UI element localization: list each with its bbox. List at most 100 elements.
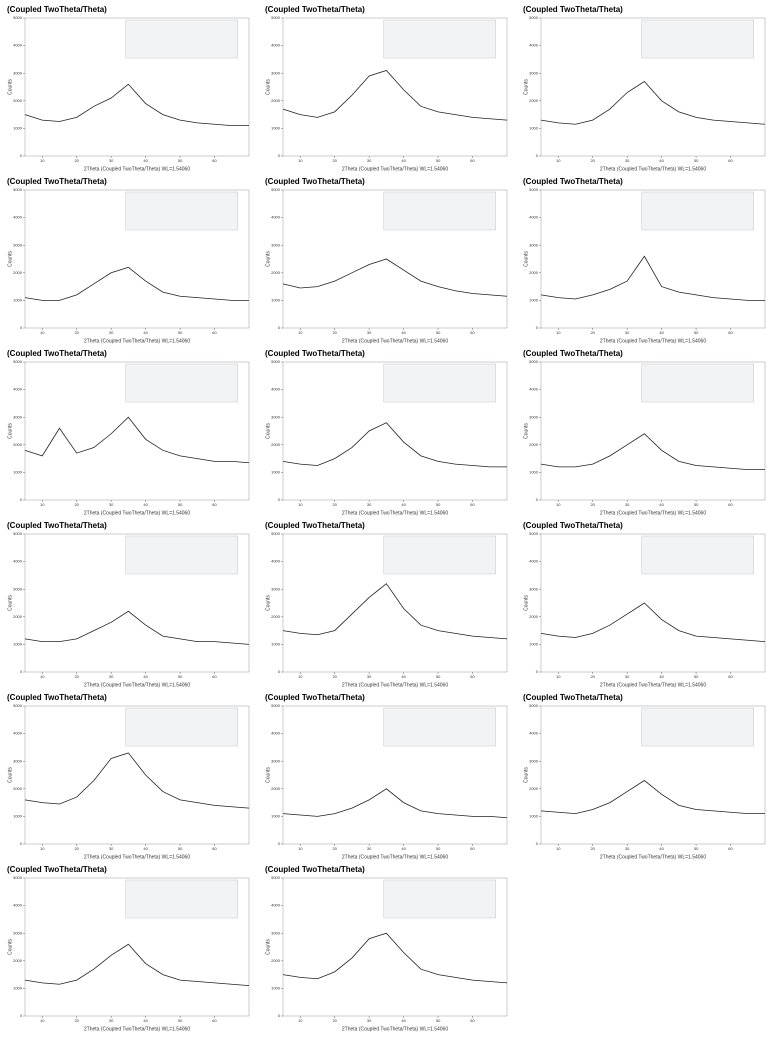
y-tick-label: 4000 <box>271 215 281 220</box>
y-tick-label: 5000 <box>13 187 23 192</box>
y-axis-label: Counts <box>7 767 13 783</box>
y-axis-label: Counts <box>7 595 13 611</box>
y-tick-label: 4000 <box>13 731 23 736</box>
x-tick-label: 60 <box>728 502 733 507</box>
pattern-line <box>24 610 250 645</box>
y-tick-label: 4000 <box>13 903 23 908</box>
x-tick-label: 10 <box>298 330 303 335</box>
y-tick-label: 1000 <box>13 813 23 818</box>
x-tick-label: 10 <box>556 330 561 335</box>
y-axis-label: Counts <box>523 595 529 611</box>
x-axis-label: 2Theta (Coupled TwoTheta/Theta) WL=1.540… <box>600 510 706 516</box>
legend-box <box>641 535 755 575</box>
x-tick-label: 30 <box>625 502 630 507</box>
y-tick-label: 2000 <box>271 958 281 963</box>
x-tick-label: 50 <box>178 330 183 335</box>
y-tick-label: 5000 <box>271 875 281 880</box>
xrd-panel: (Coupled TwoTheta/Theta) 0 1000 2000 3000 400… <box>265 865 508 1032</box>
y-axis-label: Counts <box>265 595 271 611</box>
y-tick-label: 5000 <box>529 359 539 364</box>
plot-frame <box>24 877 250 1017</box>
x-axis-label: 2Theta (Coupled TwoTheta/Theta) WL=1.540… <box>342 338 448 344</box>
y-axis-label: Counts <box>523 79 529 95</box>
y-tick-label: 0 <box>536 153 539 158</box>
chart-title: (Coupled TwoTheta/Theta) <box>265 521 365 530</box>
x-tick-label: 20 <box>332 674 337 679</box>
x-tick-label: 10 <box>298 1018 303 1023</box>
x-tick-label: 30 <box>109 846 114 851</box>
legend-box <box>641 19 755 59</box>
y-tick-label: 3000 <box>13 70 23 75</box>
y-tick-label: 0 <box>536 669 539 674</box>
x-tick-label: 50 <box>178 158 183 163</box>
pattern-line <box>540 80 766 125</box>
plot-frame <box>540 705 766 845</box>
x-tick-label: 20 <box>332 158 337 163</box>
legend-box <box>383 535 497 575</box>
pattern-line <box>282 932 508 984</box>
chart-title: (Coupled TwoTheta/Theta) <box>7 349 107 358</box>
xrd-panel: (Coupled TwoTheta/Theta) 0 1000 2000 3000 400… <box>7 349 250 516</box>
xrd-panel: (Coupled TwoTheta/Theta) 0 1000 2000 3000 400… <box>265 177 508 344</box>
plot-frame <box>282 17 508 157</box>
y-tick-label: 2000 <box>13 270 23 275</box>
plot-frame <box>282 877 508 1017</box>
plot-frame <box>24 361 250 501</box>
xrd-panel: (Coupled TwoTheta/Theta) 0 1000 2000 3000 400… <box>265 349 508 516</box>
x-tick-label: 10 <box>556 846 561 851</box>
chart-title: (Coupled TwoTheta/Theta) <box>7 5 107 14</box>
x-tick-label: 60 <box>728 330 733 335</box>
x-tick-label: 60 <box>470 158 475 163</box>
pattern-line <box>282 258 508 297</box>
xrd-panel: (Coupled TwoTheta/Theta) 0 1000 2000 3000 400… <box>7 5 250 172</box>
y-axis-label: Counts <box>7 251 13 267</box>
x-tick-label: 30 <box>109 330 114 335</box>
y-tick-label: 5000 <box>13 703 23 708</box>
plot-frame <box>24 533 250 673</box>
chart-title: (Coupled TwoTheta/Theta) <box>523 5 623 14</box>
x-tick-label: 50 <box>436 158 441 163</box>
legend-box <box>641 363 755 403</box>
y-tick-label: 0 <box>278 1013 281 1018</box>
x-tick-label: 30 <box>367 158 372 163</box>
y-tick-label: 2000 <box>13 98 23 103</box>
y-tick-label: 5000 <box>271 531 281 536</box>
x-tick-label: 50 <box>694 846 699 851</box>
y-tick-label: 4000 <box>529 731 539 736</box>
pattern-line <box>24 752 250 809</box>
x-tick-label: 30 <box>625 674 630 679</box>
chart-title: (Coupled TwoTheta/Theta) <box>523 693 623 702</box>
y-axis-label: Counts <box>265 939 271 955</box>
x-tick-label: 10 <box>556 158 561 163</box>
x-tick-label: 30 <box>367 1018 372 1023</box>
legend-box <box>125 363 239 403</box>
x-axis-label: 2Theta (Coupled TwoTheta/Theta) WL=1.540… <box>342 854 448 860</box>
xrd-panel: (Coupled TwoTheta/Theta) 0 1000 2000 3000 400… <box>7 521 250 688</box>
x-tick-label: 20 <box>74 846 79 851</box>
y-tick-label: 3000 <box>13 414 23 419</box>
y-axis-label: Counts <box>7 423 13 439</box>
pattern-line <box>24 943 250 987</box>
x-tick-label: 20 <box>332 502 337 507</box>
chart-title: (Coupled TwoTheta/Theta) <box>523 177 623 186</box>
y-tick-label: 4000 <box>529 215 539 220</box>
x-tick-label: 60 <box>212 330 217 335</box>
y-tick-label: 3000 <box>529 70 539 75</box>
pattern-line <box>540 433 765 471</box>
x-tick-label: 10 <box>298 846 303 851</box>
chart-title: (Coupled TwoTheta/Theta) <box>523 349 623 358</box>
pattern-line <box>282 788 508 819</box>
x-axis-label: 2Theta (Coupled TwoTheta/Theta) WL=1.540… <box>342 1026 448 1032</box>
y-tick-label: 5000 <box>13 359 23 364</box>
y-tick-label: 0 <box>20 669 23 674</box>
y-tick-label: 3000 <box>13 758 23 763</box>
x-tick-label: 60 <box>212 846 217 851</box>
x-tick-label: 20 <box>332 1018 337 1023</box>
x-tick-label: 50 <box>178 674 183 679</box>
x-tick-label: 50 <box>436 1018 441 1023</box>
x-tick-label: 50 <box>694 674 699 679</box>
y-tick-label: 0 <box>278 153 281 158</box>
x-tick-label: 20 <box>74 158 79 163</box>
y-tick-label: 3000 <box>271 242 281 247</box>
xrd-panel: (Coupled TwoTheta/Theta) 0 1000 2000 3000 400… <box>523 349 766 516</box>
